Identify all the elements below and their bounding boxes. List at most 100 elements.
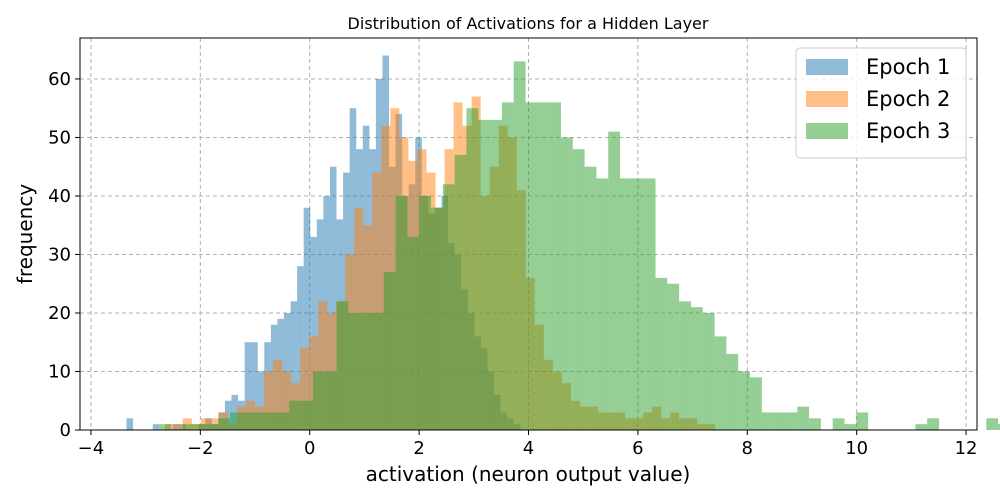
histogram-bar: [702, 312, 715, 430]
histogram-bar: [714, 336, 727, 430]
x-tick-label: −2: [187, 438, 214, 459]
histogram-bar: [584, 166, 597, 430]
legend-swatch: [806, 91, 848, 107]
histogram-bar: [251, 342, 258, 430]
histogram-bar: [856, 412, 869, 430]
histogram-bar: [454, 155, 467, 430]
histogram-bar: [431, 207, 443, 430]
histogram-bar: [257, 371, 265, 430]
histogram-bar: [761, 412, 774, 430]
histogram-bar: [360, 312, 372, 430]
histogram-bar: [253, 412, 266, 430]
histogram-bar: [303, 207, 311, 430]
histogram-bar: [832, 418, 845, 430]
histogram-bar: [173, 424, 183, 430]
histogram-bar: [809, 418, 821, 430]
histogram-bar: [224, 400, 232, 430]
histogram-bar: [244, 342, 252, 430]
histogram-bar: [690, 307, 703, 430]
histogram-bar: [152, 424, 160, 430]
histogram-bar: [679, 301, 691, 430]
y-tick-label: 40: [48, 186, 71, 207]
histogram-bar: [667, 283, 680, 430]
x-tick-label: −4: [78, 438, 105, 459]
histogram-bar: [336, 301, 349, 430]
histogram-bar: [182, 418, 192, 430]
legend-swatch: [806, 123, 848, 139]
legend: Epoch 1 Epoch 2 Epoch 3: [795, 47, 967, 159]
histogram-bar: [797, 406, 810, 430]
histogram-bar: [182, 424, 195, 430]
histogram-bar: [301, 400, 313, 430]
histogram-bar: [501, 102, 514, 430]
histogram-bar: [273, 359, 283, 430]
histogram-bar: [927, 418, 940, 430]
histogram-bar: [549, 102, 561, 430]
y-axis-ticks: 0 10 20 30 40 50 60: [48, 69, 80, 441]
histogram-bar: [282, 371, 292, 430]
x-tick-label: 8: [742, 438, 753, 459]
histogram-bar: [159, 424, 172, 430]
histogram-bars: [126, 55, 1000, 431]
histogram-bar: [200, 418, 210, 430]
histogram-bar: [620, 178, 632, 430]
histogram-bar: [998, 424, 1000, 430]
histogram-bar: [442, 184, 455, 430]
histogram-bar: [513, 61, 526, 430]
histogram-bar: [785, 412, 798, 430]
chart-title: Distribution of Activations for a Hidden…: [348, 14, 709, 33]
histogram-bar: [773, 412, 786, 430]
x-tick-label: 0: [304, 438, 315, 459]
histogram-bar: [265, 412, 278, 430]
histogram-bar: [383, 272, 396, 430]
histogram-bar: [242, 412, 254, 430]
histogram-bar: [371, 312, 384, 430]
histogram-bar: [915, 424, 928, 430]
x-tick-label: 10: [845, 438, 868, 459]
histogram-bar: [312, 371, 325, 430]
histogram-bar: [572, 149, 585, 430]
histogram-bar: [218, 418, 231, 430]
histogram-bar: [289, 400, 302, 430]
histogram-bar: [608, 131, 621, 430]
histogram-bar: [844, 424, 857, 430]
histogram-bar: [986, 418, 999, 430]
y-tick-label: 10: [48, 361, 71, 382]
histogram-bar: [750, 377, 762, 430]
histogram-bar: [300, 348, 310, 430]
x-tick-label: 2: [413, 438, 424, 459]
histogram-bar: [419, 195, 432, 430]
histogram-bar: [390, 108, 400, 430]
series-3-bars: [159, 61, 1000, 430]
legend-swatch: [806, 59, 848, 75]
histogram-bar: [655, 277, 668, 430]
histogram-bar: [537, 102, 550, 430]
histogram-bar: [194, 424, 207, 430]
histogram-bar: [738, 371, 751, 430]
legend-label: Epoch 3: [866, 119, 950, 143]
y-tick-label: 20: [48, 303, 71, 324]
histogram-bar: [264, 371, 274, 430]
x-tick-label: 12: [955, 438, 978, 459]
histogram-bar: [277, 412, 290, 430]
histogram-bar: [478, 119, 491, 430]
histogram-bar: [490, 119, 502, 430]
x-axis-label: activation (neuron output value): [366, 462, 691, 486]
y-tick-label: 0: [60, 420, 71, 441]
histogram-bar: [726, 353, 739, 430]
histogram-bar: [348, 312, 361, 430]
y-axis-label: frequency: [13, 184, 37, 284]
histogram-bar: [395, 195, 408, 430]
histogram-bar: [126, 418, 134, 430]
histogram-bar: [525, 102, 538, 430]
histogram-bar: [209, 418, 219, 430]
histogram-bar: [407, 236, 420, 430]
legend-label: Epoch 2: [866, 87, 950, 111]
histogram-bar: [560, 137, 573, 430]
histogram-bar: [329, 166, 337, 430]
histogram-bar: [643, 178, 656, 430]
histogram-bar: [290, 301, 298, 430]
histogram-bar: [596, 178, 609, 430]
x-tick-label: 4: [523, 438, 534, 459]
